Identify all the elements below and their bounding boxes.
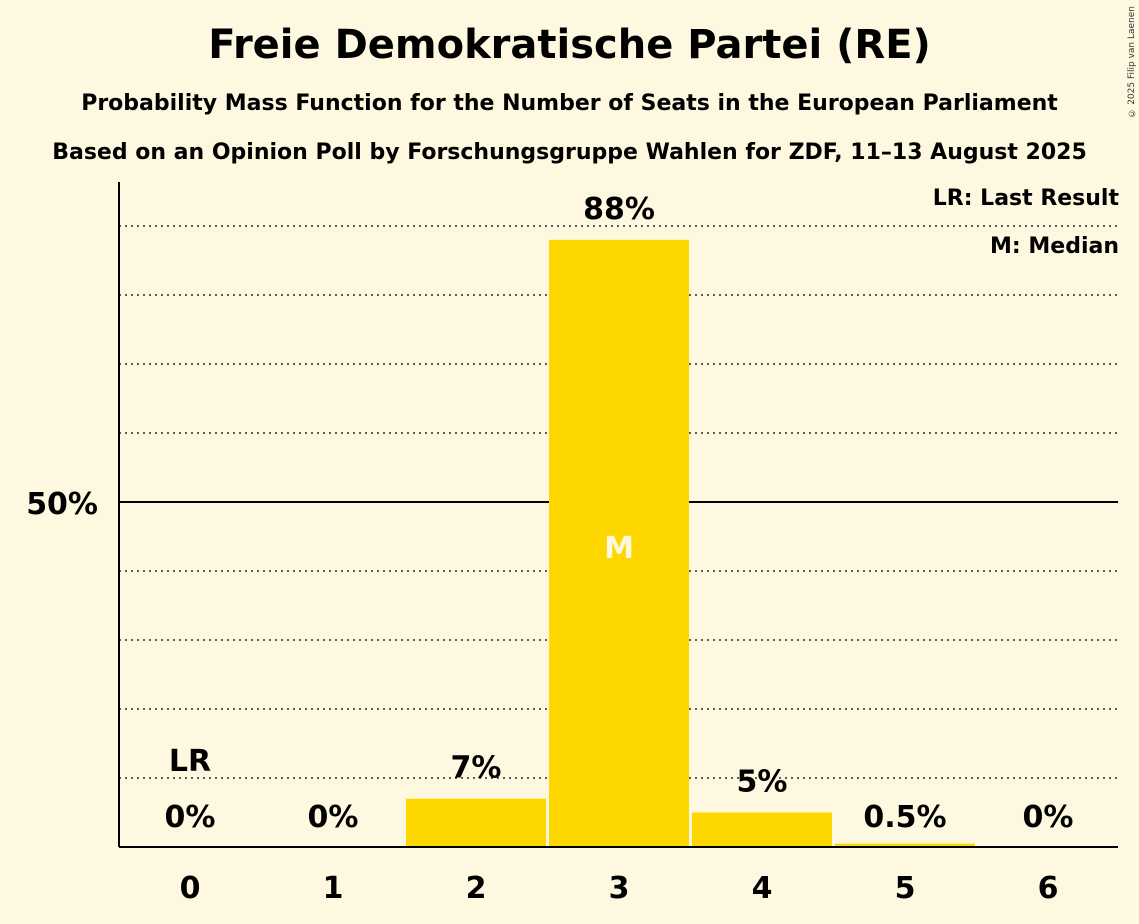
chart-subtitle: Probability Mass Function for the Number… — [81, 91, 1058, 116]
x-tick-label-3: 3 — [609, 871, 630, 906]
bar-seats-3 — [549, 239, 689, 848]
legend-median: M: Median — [990, 234, 1119, 259]
x-tick-label-0: 0 — [180, 871, 201, 906]
x-tick-label-1: 1 — [323, 871, 344, 906]
bar-seats-5 — [835, 843, 975, 847]
chart-source: Based on an Opinion Poll by Forschungsgr… — [52, 140, 1087, 165]
data-label-seats-0: 0% — [165, 800, 216, 835]
legend-last-result: LR: Last Result — [932, 186, 1119, 211]
x-tick-label-5: 5 — [895, 871, 916, 906]
last-result-marker: LR — [169, 744, 211, 779]
y-tick-label: 50% — [26, 487, 98, 522]
data-label-seats-2: 7% — [451, 751, 502, 786]
bar-seats-2 — [406, 798, 546, 847]
data-label-seats-6: 0% — [1023, 800, 1074, 835]
data-label-seats-4: 5% — [737, 765, 788, 800]
x-tick-label-2: 2 — [466, 871, 487, 906]
bar-seats-4 — [692, 812, 832, 847]
data-label-seats-5: 0.5% — [863, 800, 946, 835]
x-tick-label-4: 4 — [752, 871, 773, 906]
chart-title: Freie Demokratische Partei (RE) — [208, 22, 931, 68]
x-tick-label-6: 6 — [1038, 871, 1059, 906]
median-marker: M — [604, 531, 634, 566]
data-label-seats-3: 88% — [583, 192, 655, 227]
data-label-seats-1: 0% — [308, 800, 359, 835]
